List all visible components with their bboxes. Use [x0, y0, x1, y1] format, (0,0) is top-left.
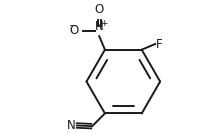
Text: O: O: [69, 24, 78, 37]
Text: O: O: [95, 3, 104, 16]
Text: N: N: [67, 119, 75, 132]
Text: N: N: [95, 20, 104, 33]
Text: −: −: [69, 21, 78, 31]
Text: F: F: [156, 38, 162, 51]
Text: +: +: [101, 19, 108, 28]
